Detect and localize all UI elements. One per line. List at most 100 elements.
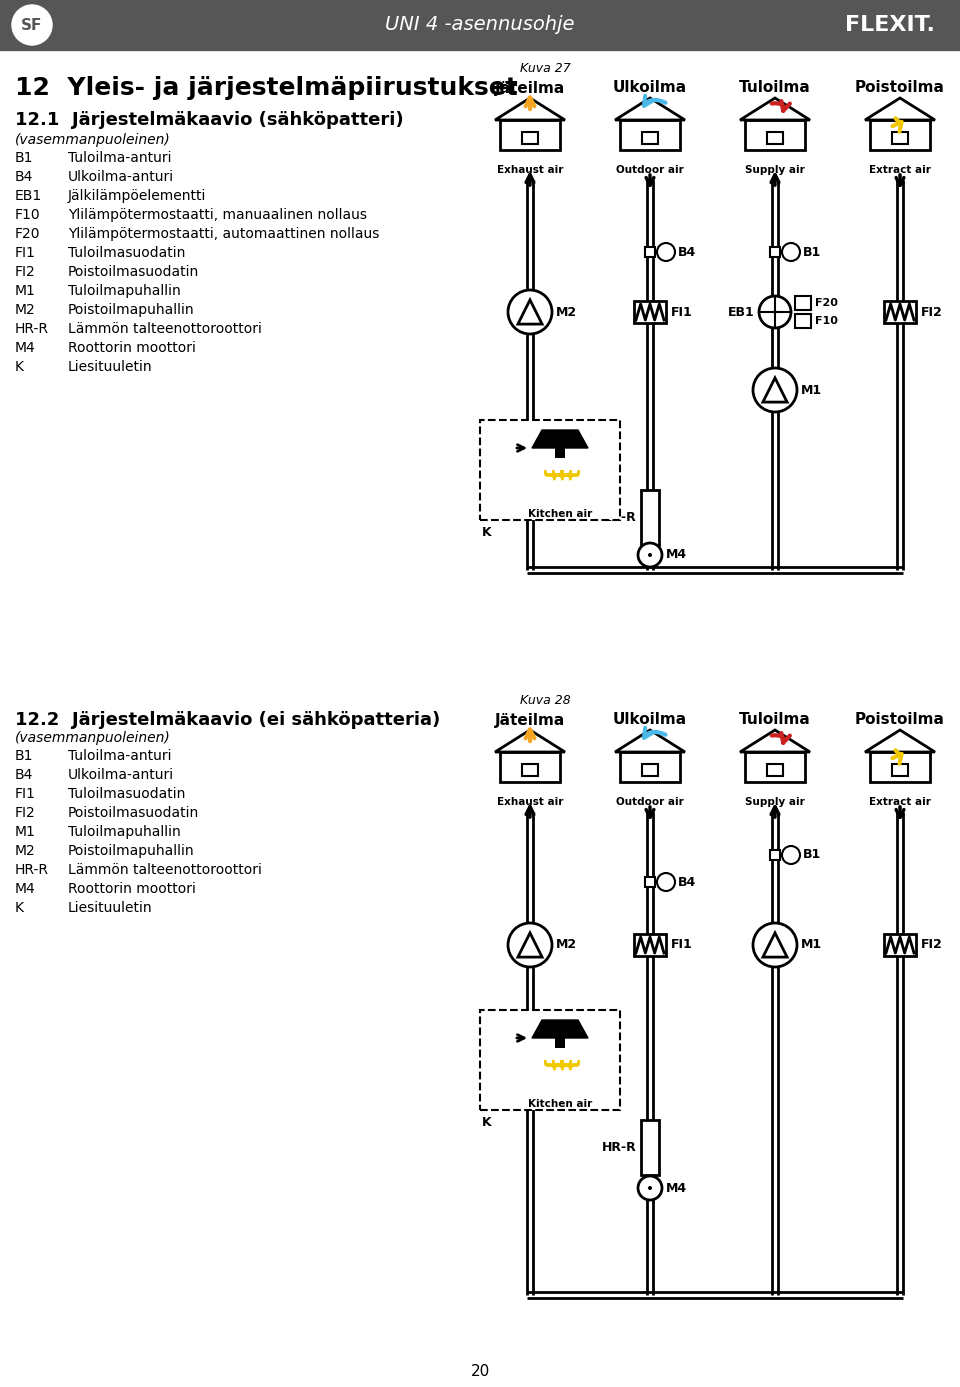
Text: K: K (482, 1115, 492, 1129)
Text: HR-R: HR-R (602, 510, 637, 524)
Text: F10: F10 (815, 316, 838, 326)
Bar (745, 752, 805, 782)
Bar (795, 313, 811, 327)
Circle shape (12, 6, 52, 44)
Bar (870, 121, 930, 150)
Bar (870, 752, 930, 782)
Bar (770, 247, 780, 257)
Text: Ulkoilma-anturi: Ulkoilma-anturi (68, 768, 174, 782)
Text: Lämmön talteenottoroottori: Lämmön talteenottoroottori (68, 322, 262, 336)
Text: M2: M2 (15, 845, 36, 859)
Bar (0, 0, 960, 50)
Circle shape (638, 542, 662, 567)
Text: Poistoilmapuhallin: Poistoilmapuhallin (68, 302, 195, 318)
Text: K: K (15, 361, 24, 374)
Text: Lämmön talteenottoroottori: Lämmön talteenottoroottori (68, 863, 262, 877)
Text: FLEXIT.: FLEXIT. (845, 15, 935, 35)
Bar (500, 752, 560, 782)
Text: Extract air: Extract air (869, 165, 931, 175)
Text: FI2: FI2 (15, 806, 36, 820)
Text: Kitchen air: Kitchen air (528, 509, 592, 519)
Text: Supply air: Supply air (745, 165, 804, 175)
Bar (795, 295, 811, 311)
Text: Ylilämpötermostaatti, manuaalinen nollaus: Ylilämpötermostaatti, manuaalinen nollau… (68, 208, 367, 222)
Bar (522, 764, 538, 775)
Text: Tuloilmapuhallin: Tuloilmapuhallin (68, 825, 180, 839)
Text: B4: B4 (15, 171, 34, 184)
Text: Poistoilmasuodatin: Poistoilmasuodatin (68, 806, 200, 820)
Text: Tuloilma-anturi: Tuloilma-anturi (68, 151, 172, 165)
Text: B1: B1 (15, 151, 34, 165)
Text: Liesituuletin: Liesituuletin (68, 361, 153, 374)
Text: F20: F20 (815, 298, 838, 308)
Text: M1: M1 (801, 939, 822, 951)
Bar (645, 877, 655, 888)
Text: B1: B1 (803, 245, 821, 258)
Text: Poistoilmapuhallin: Poistoilmapuhallin (68, 845, 195, 859)
Bar (641, 490, 659, 545)
Text: Outdoor air: Outdoor air (616, 165, 684, 175)
Text: F20: F20 (15, 227, 40, 241)
Bar (642, 764, 658, 775)
Text: M4: M4 (15, 341, 36, 355)
Text: FI1: FI1 (15, 786, 36, 802)
Text: Kitchen air: Kitchen air (528, 1099, 592, 1110)
Text: Poistoilmasuodatin: Poistoilmasuodatin (68, 265, 200, 279)
Text: B4: B4 (15, 768, 34, 782)
Text: (vasemmanpuoleinen): (vasemmanpuoleinen) (15, 133, 171, 147)
Text: M4: M4 (666, 1182, 687, 1194)
Text: {: { (558, 1054, 578, 1069)
Text: Poistoilma: Poistoilma (855, 80, 945, 96)
Text: FI1: FI1 (671, 939, 693, 951)
Text: {: { (542, 465, 562, 480)
Text: Tuloilmapuhallin: Tuloilmapuhallin (68, 284, 180, 298)
Text: 12.1  Järjestelmäkaavio (sähköpatteri): 12.1 Järjestelmäkaavio (sähköpatteri) (15, 111, 403, 129)
Bar (500, 121, 560, 150)
Text: F10: F10 (15, 208, 40, 222)
Bar (767, 132, 783, 144)
Bar (522, 132, 538, 144)
Bar (642, 132, 658, 144)
Bar (480, 420, 620, 520)
Circle shape (648, 553, 652, 558)
Text: {: { (542, 1054, 562, 1069)
Text: {: { (558, 465, 578, 480)
Text: Tuloilmasuodatin: Tuloilmasuodatin (68, 245, 185, 259)
Text: Roottorin moottori: Roottorin moottori (68, 341, 196, 355)
Circle shape (508, 922, 552, 967)
Text: UNI 4 -asennusohje: UNI 4 -asennusohje (385, 15, 575, 35)
Bar (884, 933, 916, 956)
Text: EB1: EB1 (729, 305, 755, 319)
Circle shape (782, 846, 800, 864)
Bar (620, 752, 680, 782)
Circle shape (648, 1186, 652, 1190)
Text: M1: M1 (15, 825, 36, 839)
Text: Kuva 28: Kuva 28 (520, 694, 571, 706)
Text: 12.2  Järjestelmäkaavio (ei sähköpatteria): 12.2 Järjestelmäkaavio (ei sähköpatteria… (15, 712, 441, 730)
Text: Extract air: Extract air (869, 798, 931, 807)
Text: Jäteilma: Jäteilma (494, 80, 565, 96)
Circle shape (782, 243, 800, 261)
Text: 20: 20 (470, 1365, 490, 1380)
Circle shape (657, 243, 675, 261)
Text: Jälkilämpöelementti: Jälkilämpöelementti (68, 189, 206, 203)
Bar (555, 448, 565, 458)
Text: FI1: FI1 (671, 305, 693, 319)
Bar (892, 764, 908, 775)
Text: M2: M2 (556, 939, 577, 951)
Bar (620, 121, 680, 150)
Text: Kuva 27: Kuva 27 (520, 61, 571, 75)
Circle shape (753, 368, 797, 412)
Text: Roottorin moottori: Roottorin moottori (68, 882, 196, 896)
Text: M1: M1 (15, 284, 36, 298)
Bar (770, 850, 780, 860)
Text: Liesituuletin: Liesituuletin (68, 902, 153, 915)
Text: Tuloilma: Tuloilma (739, 80, 811, 96)
Text: HR-R: HR-R (15, 863, 49, 877)
Bar (641, 1119, 659, 1175)
Text: EB1: EB1 (15, 189, 42, 203)
Text: FI2: FI2 (921, 939, 943, 951)
Text: Outdoor air: Outdoor air (616, 798, 684, 807)
Text: Ulkoilma: Ulkoilma (612, 713, 687, 728)
Text: Tuloilma: Tuloilma (739, 713, 811, 728)
